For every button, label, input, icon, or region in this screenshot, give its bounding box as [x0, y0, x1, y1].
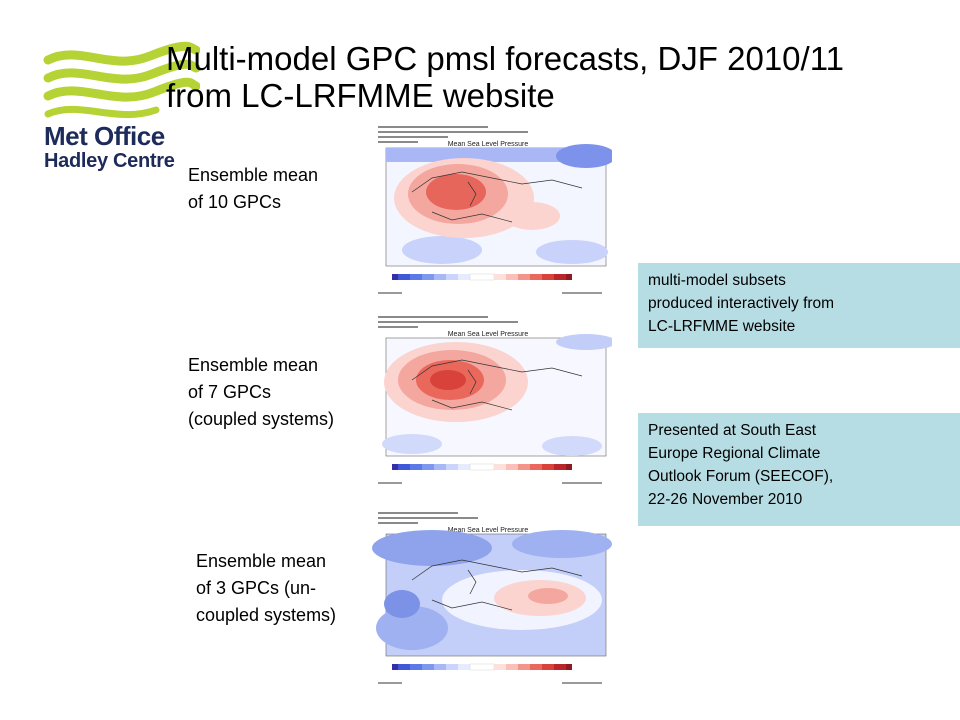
msl-map-10-gpcs: Mean Sea Level Pressure [372, 122, 612, 300]
panel-2-label-line2: of 7 GPCs [188, 382, 272, 402]
note-subsets-line1: multi-model subsets [648, 272, 786, 289]
note-presented-line2: Europe Regional Climate [648, 445, 821, 462]
panel-2-label-line3: (coupled systems) [188, 409, 335, 429]
panel-1-label-line2: of 10 GPCs [188, 192, 282, 212]
title-line1: Multi-model GPC pmsl forecasts, DJF 2010… [166, 40, 844, 77]
panel-3-label-line3: coupled systems) [196, 605, 337, 625]
note-subsets-line2: produced interactively from [648, 295, 835, 312]
panel-3-label-line1: Ensemble mean [196, 551, 327, 571]
logo-line2: Hadley Centre [44, 150, 175, 172]
msl-map-7-gpcs: Mean Sea Level Pressure [372, 312, 612, 490]
map-3-title: Mean Sea Level Pressure [448, 527, 529, 534]
slide-title: Multi-model GPC pmsl forecasts, DJF 2010… [166, 40, 844, 114]
panel-label-3: Ensemble mean of 3 GPCs (un- coupled sys… [196, 548, 336, 629]
map-2-title: Mean Sea Level Pressure [448, 331, 529, 338]
map-1-title: Mean Sea Level Pressure [448, 141, 529, 148]
note-presented: Presented at South East Europe Regional … [638, 413, 960, 526]
note-presented-line4: 22-26 November 2010 [648, 491, 803, 508]
panel-label-2: Ensemble mean of 7 GPCs (coupled systems… [188, 352, 334, 433]
panel-3-label-line2: of 3 GPCs (un- [196, 578, 317, 598]
logo-line1: Met Office [44, 121, 165, 151]
met-office-logo [43, 41, 200, 119]
note-subsets-line3: LC-LRFMME website [648, 318, 796, 335]
note-subsets: multi-model subsets produced interactive… [638, 263, 960, 348]
title-line2: from LC-LRFMME website [166, 77, 555, 114]
panel-2-label-line1: Ensemble mean [188, 355, 319, 375]
note-presented-line3: Outlook Forum (SEECOF), [648, 468, 834, 485]
msl-map-3-gpcs: Mean Sea Level Pressure [372, 508, 612, 690]
panel-label-1: Ensemble mean of 10 GPCs [188, 162, 318, 216]
logo-wordmark: Met Office Hadley Centre [44, 122, 175, 172]
panel-1-label-line1: Ensemble mean [188, 165, 319, 185]
note-presented-line1: Presented at South East [648, 422, 817, 439]
